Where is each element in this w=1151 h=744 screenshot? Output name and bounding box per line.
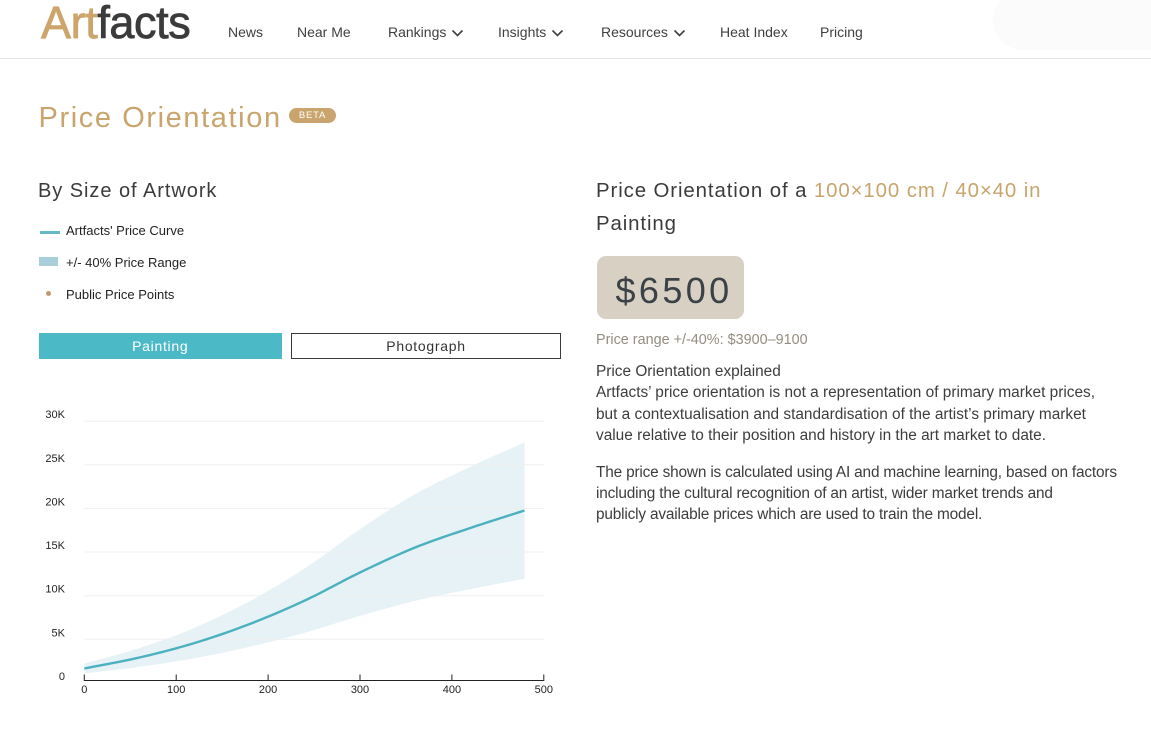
svg-text:0: 0 <box>81 684 87 696</box>
svg-text:10K: 10K <box>45 584 65 596</box>
svg-text:400: 400 <box>443 684 461 696</box>
svg-text:5K: 5K <box>52 627 66 639</box>
svg-text:25K: 25K <box>45 453 65 465</box>
svg-text:200: 200 <box>259 684 277 696</box>
svg-text:300: 300 <box>351 684 369 696</box>
svg-text:100: 100 <box>167 684 185 696</box>
svg-text:0: 0 <box>59 671 65 683</box>
svg-text:15K: 15K <box>45 540 65 552</box>
svg-text:500: 500 <box>535 684 553 696</box>
svg-text:30K: 30K <box>45 409 65 421</box>
svg-text:20K: 20K <box>45 496 65 508</box>
